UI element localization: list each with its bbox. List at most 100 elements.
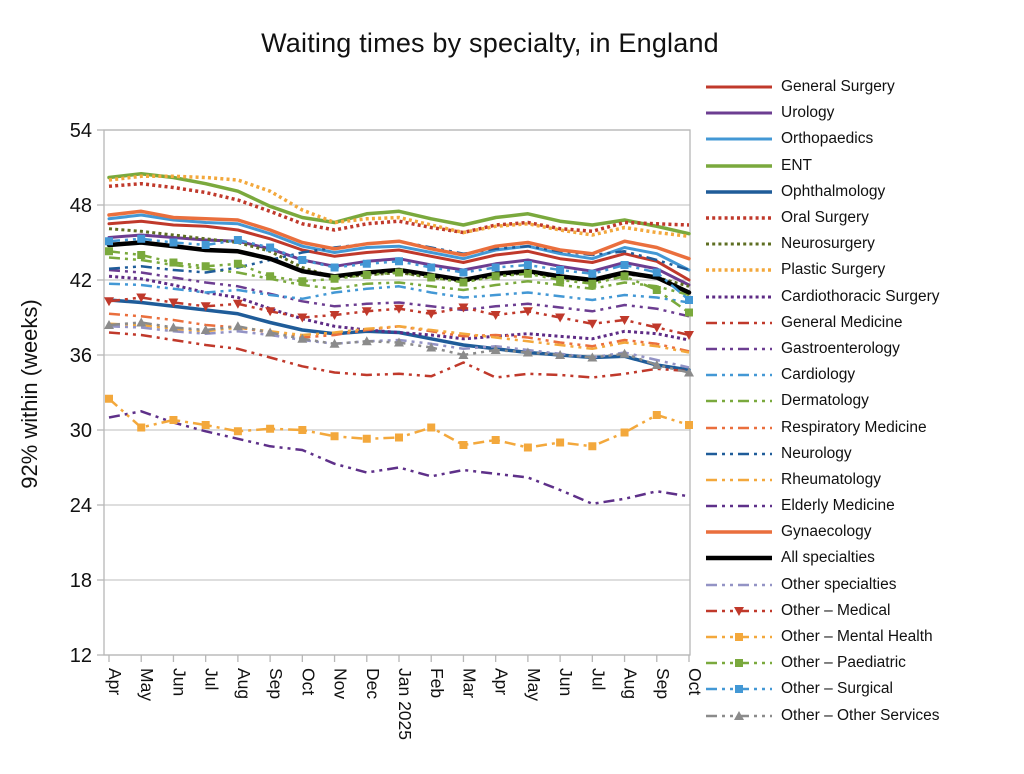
x-tick-label: Mar: [459, 668, 479, 698]
x-tick-label: Jan 2025: [395, 668, 415, 740]
legend-label: Other – Other Services: [781, 706, 940, 724]
x-tick-label: Nov: [331, 668, 351, 699]
legend-label: Other – Mental Health: [781, 628, 933, 646]
chart-legend: General Surgery Urology Orthopaedics ENT Oph…: [705, 74, 940, 729]
legend-label: Dermatology: [781, 392, 869, 410]
series-other-paediatric: [105, 247, 693, 317]
legend-label: Orthopaedics: [781, 130, 874, 148]
y-tick-label: 48: [70, 195, 92, 217]
legend-swatch: [706, 478, 772, 482]
legend-label: Plastic Surgery: [781, 261, 886, 279]
legend-swatch: [706, 606, 772, 616]
legend-swatch: [706, 504, 772, 508]
legend-swatch: [706, 373, 772, 377]
x-tick-label: May: [137, 668, 157, 701]
legend-item: Other – Mental Health: [705, 624, 940, 650]
legend-item: Gynaecology: [705, 519, 940, 545]
legend-swatch: [706, 426, 772, 429]
legend-label: ENT: [781, 156, 812, 174]
legend-item: Other – Other Services: [705, 703, 940, 729]
series-plastic-surgery: [108, 174, 690, 239]
legend-label: Other – Paediatric: [781, 654, 906, 672]
legend-label: Other – Surgical: [781, 680, 893, 698]
legend-swatch: [706, 111, 772, 115]
series-cardiology: [108, 282, 690, 304]
legend-item: Neurosurgery: [705, 231, 940, 257]
x-tick-label: Jul: [202, 668, 222, 690]
x-tick-label: Jun: [169, 668, 189, 696]
x-tick-label: Apr: [105, 668, 125, 695]
y-tick-label: 18: [70, 570, 92, 592]
legend-label: Gastroenterology: [781, 339, 900, 357]
legend-label: Cardiothoracic Surgery: [781, 287, 940, 305]
series-other-medical: [104, 293, 694, 340]
legend-item: Neurology: [705, 441, 940, 467]
series-gastroenterology: [108, 268, 690, 318]
legend-label: Rheumatology: [781, 470, 881, 488]
series-other-other-services: [104, 317, 694, 377]
x-tick-label: May: [524, 668, 544, 701]
legend-swatch: [706, 633, 772, 642]
legend-swatch: [706, 137, 772, 141]
legend-label: All specialties: [781, 549, 875, 567]
legend-item: Elderly Medicine: [705, 493, 940, 519]
x-tick-label: Apr: [492, 668, 512, 695]
legend-swatch: [706, 347, 772, 351]
series-orthopaedics: [107, 213, 691, 272]
legend-item: Urology: [705, 100, 940, 126]
x-tick-label: Aug: [621, 668, 641, 699]
x-tick-label: Oct: [298, 668, 318, 695]
x-tick-label: Jun: [556, 668, 576, 696]
legend-label: General Medicine: [781, 313, 903, 331]
y-tick-label: 42: [70, 270, 92, 292]
legend-swatch: [706, 268, 772, 273]
series-gynaecology: [107, 209, 691, 261]
legend-item: ENT: [705, 153, 940, 179]
legend-item: Oral Surgery: [705, 205, 940, 231]
legend-label: Elderly Medicine: [781, 497, 895, 515]
legend-swatch: [706, 685, 772, 694]
legend-label: Neurosurgery: [781, 235, 875, 253]
legend-item: Other – Medical: [705, 598, 940, 624]
legend-swatch: [706, 556, 772, 561]
legend-label: Respiratory Medicine: [781, 418, 927, 436]
chart-title: Waiting times by specialty, in England: [261, 28, 719, 58]
legend-swatch: [706, 85, 772, 89]
legend-item: Cardiology: [705, 362, 940, 388]
legend-swatch: [706, 216, 772, 220]
legend-swatch: [706, 400, 772, 403]
legend-swatch: [706, 190, 772, 194]
series-other-surgical: [105, 234, 693, 304]
legend-item: Other – Paediatric: [705, 650, 940, 676]
x-tick-label: Aug: [234, 668, 254, 699]
legend-swatch: [706, 452, 772, 455]
legend-swatch: [706, 163, 772, 168]
x-tick-label: Jul: [588, 668, 608, 690]
y-tick-label: 54: [70, 120, 92, 142]
x-tick-label: Oct: [685, 668, 705, 695]
legend-item: Cardiothoracic Surgery: [705, 284, 940, 310]
x-tick-label: Feb: [427, 668, 447, 698]
x-tick-label: Sep: [266, 668, 286, 699]
plot-border: [103, 129, 691, 656]
legend-swatch: [706, 583, 772, 586]
legend-item: Orthopaedics: [705, 126, 940, 152]
legend-item: Gastroenterology: [705, 336, 940, 362]
legend-item: General Surgery: [705, 74, 940, 100]
y-tick-label: 24: [70, 495, 92, 517]
legend-item: Dermatology: [705, 388, 940, 414]
legend-item: All specialties: [705, 545, 940, 571]
legend-item: General Medicine: [705, 310, 940, 336]
legend-item: Other – Surgical: [705, 676, 940, 702]
legend-label: Oral Surgery: [781, 209, 869, 227]
legend-label: Ophthalmology: [781, 182, 886, 200]
legend-label: General Surgery: [781, 78, 895, 96]
series-general-medicine: [108, 331, 690, 379]
legend-item: Respiratory Medicine: [705, 414, 940, 440]
legend-label: Other – Medical: [781, 601, 891, 619]
legend-swatch: [706, 242, 772, 246]
series-general-surgery: [107, 219, 691, 282]
legend-label: Neurology: [781, 444, 852, 462]
